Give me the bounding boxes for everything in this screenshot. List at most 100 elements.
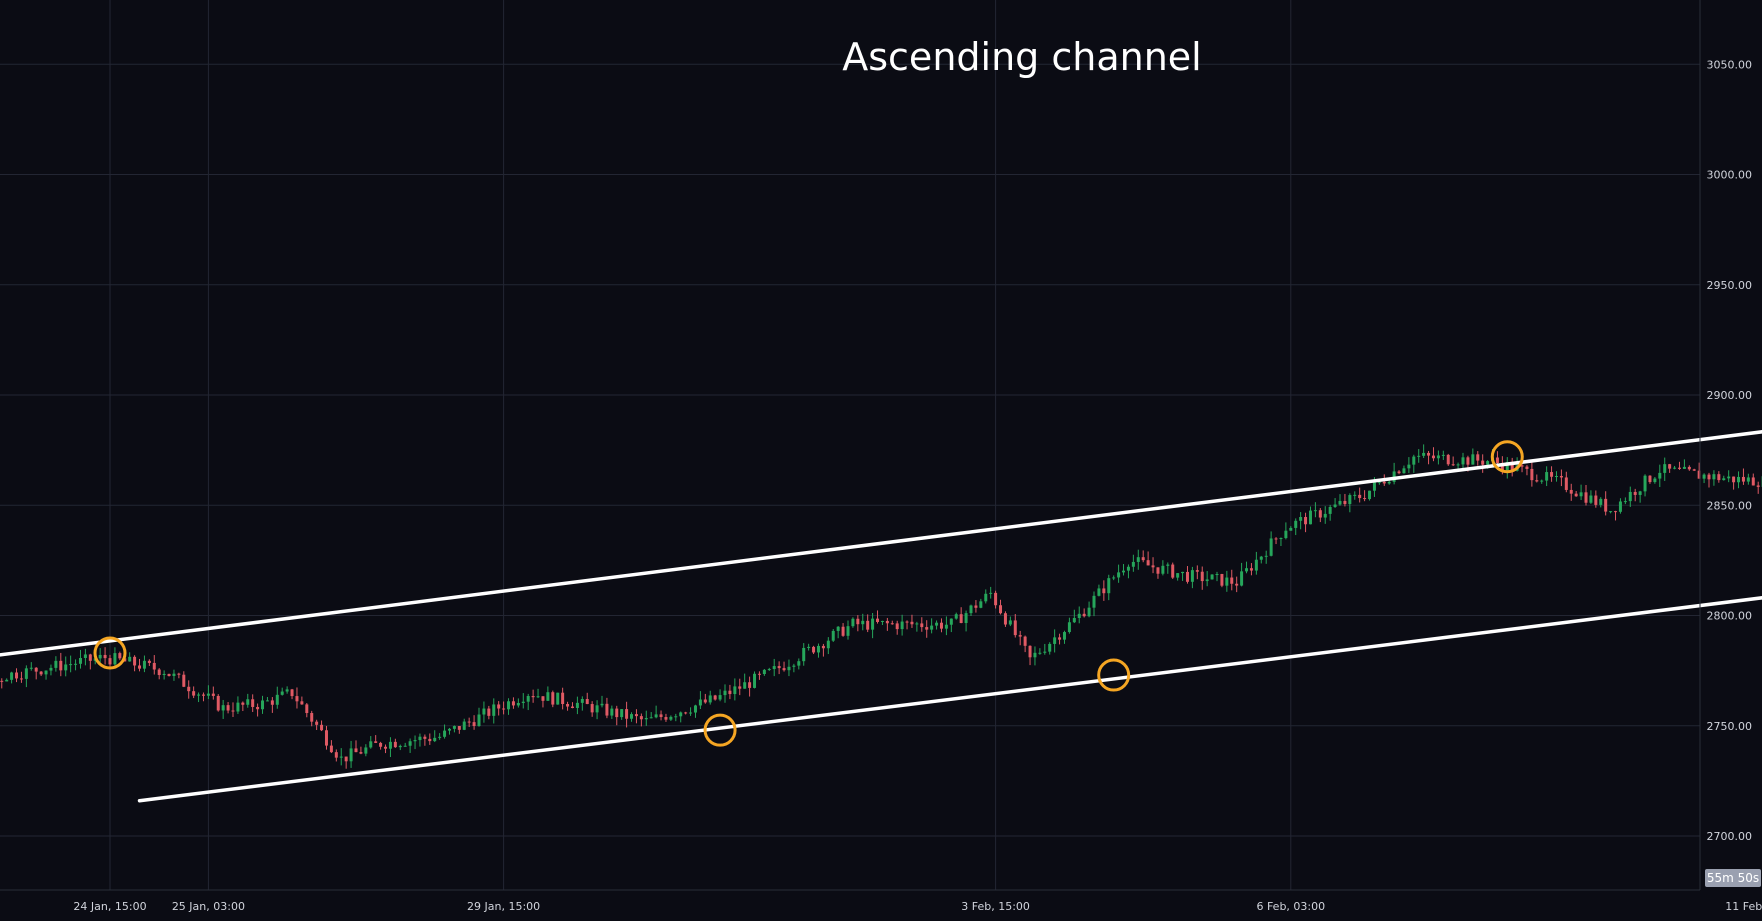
candle-body	[1564, 477, 1568, 490]
candle-body	[856, 618, 860, 625]
candle-body	[1043, 651, 1047, 653]
candle-body	[753, 673, 757, 688]
candle-body	[767, 669, 771, 671]
candle-body	[39, 671, 43, 675]
candle-body	[1343, 500, 1347, 505]
candle-body	[969, 605, 973, 614]
candle-body	[364, 747, 368, 754]
candle-body	[1466, 457, 1470, 465]
grid-lines	[0, 0, 1700, 890]
candle-body	[1372, 482, 1376, 491]
candle-body	[315, 721, 319, 725]
candle-body	[1441, 454, 1445, 456]
candle-body	[797, 661, 801, 666]
candle-body	[748, 682, 752, 688]
candle-body	[935, 622, 939, 626]
candle-body	[782, 668, 786, 671]
candle-body	[187, 686, 191, 692]
candle-body	[605, 703, 609, 716]
candle-body	[802, 647, 806, 662]
candle-body	[1559, 475, 1563, 478]
candle-body	[634, 714, 638, 717]
candle-body	[1181, 571, 1185, 574]
candle-body	[1348, 495, 1352, 505]
candle-body	[147, 660, 151, 663]
candle-body	[954, 614, 958, 619]
candle-body	[807, 646, 811, 648]
candle-body	[492, 704, 496, 716]
candle-body	[812, 646, 816, 653]
chart-title: Ascending channel	[842, 35, 1201, 79]
candle-body	[595, 705, 599, 713]
candle-body	[1289, 527, 1293, 531]
candle-body	[831, 630, 835, 641]
candle-body	[1363, 498, 1367, 500]
candle-body	[1141, 557, 1145, 561]
candle-body	[418, 736, 422, 741]
candle-body	[393, 741, 397, 748]
candle-body	[566, 704, 570, 707]
candle-body	[44, 670, 48, 675]
candle-body	[388, 741, 392, 749]
candle-body	[920, 623, 924, 628]
candle-body	[1220, 574, 1224, 586]
candle-body	[885, 620, 889, 624]
candle-body	[177, 673, 181, 675]
candle-body	[556, 692, 560, 705]
candle-body	[1422, 452, 1426, 456]
candle-body	[590, 704, 594, 713]
candle-body	[1230, 577, 1234, 584]
countdown-label: 55m 50s	[1707, 871, 1759, 885]
candle-body	[1584, 492, 1588, 503]
candle-body	[182, 674, 186, 687]
candle-body	[1323, 513, 1327, 518]
candle-body	[1082, 613, 1086, 617]
candle-body	[570, 706, 574, 708]
candle-body	[98, 654, 102, 659]
touch-circle	[93, 636, 127, 670]
candle-body	[1633, 491, 1637, 495]
candle-body	[1136, 557, 1140, 562]
candle-body	[718, 695, 722, 700]
candle-body	[295, 696, 299, 702]
candle-body	[152, 662, 156, 670]
touch-circle	[1097, 658, 1131, 692]
candle-body	[1525, 466, 1529, 469]
candle-body	[713, 695, 717, 700]
candle-body	[1235, 583, 1239, 586]
candle-body	[339, 756, 343, 758]
candle-body	[384, 746, 388, 749]
candle-body	[49, 667, 53, 671]
candle-body	[1166, 564, 1170, 566]
candle-body	[669, 716, 673, 720]
candle-body	[1530, 468, 1534, 481]
candle-body	[1077, 613, 1081, 619]
candle-body	[1707, 474, 1711, 480]
candle-body	[1377, 481, 1381, 483]
candle-body	[1668, 464, 1672, 469]
candle-body	[1338, 500, 1342, 505]
candle-body	[1535, 480, 1539, 482]
candle-body	[1028, 645, 1032, 658]
candle-body	[679, 712, 683, 717]
candle-body	[246, 699, 250, 705]
candle-body	[1200, 571, 1204, 582]
candle-body	[280, 691, 284, 695]
candle-body	[1451, 464, 1455, 466]
candle-body	[1510, 461, 1514, 471]
candle-body	[979, 601, 983, 608]
candle-body	[1358, 494, 1362, 499]
candle-body	[428, 738, 432, 742]
candle-body	[787, 666, 791, 671]
candle-body	[1225, 577, 1229, 586]
candle-body	[674, 716, 678, 718]
candle-body	[172, 673, 176, 676]
candle-body	[507, 701, 511, 710]
candle-body	[1540, 480, 1544, 482]
candle-body	[1623, 501, 1627, 503]
candle-body	[1648, 475, 1652, 483]
candle-body	[580, 699, 584, 703]
candle-body	[1727, 476, 1731, 479]
candle-body	[1461, 457, 1465, 465]
